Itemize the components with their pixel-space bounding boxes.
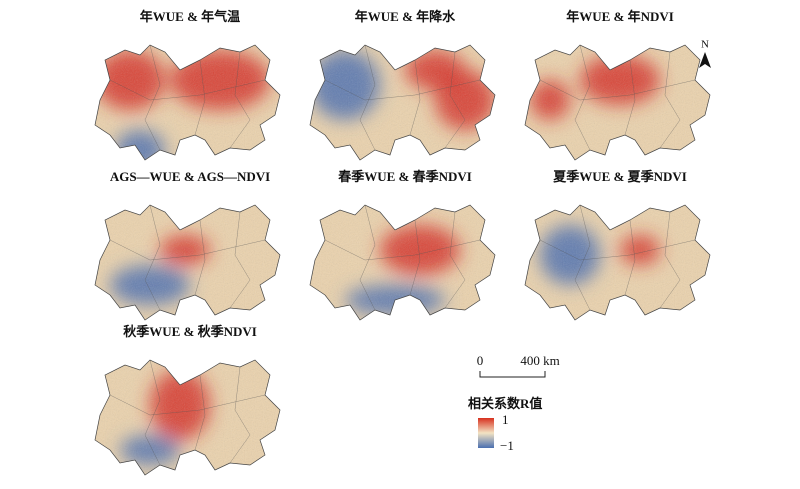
map-fill [525, 205, 710, 320]
north-label: N [701, 39, 709, 51]
north-arrow-icon [699, 52, 711, 68]
map-fill [310, 45, 495, 160]
map-texture [525, 45, 710, 160]
map-outline [94, 204, 281, 321]
map-inner-boundaries [539, 44, 696, 151]
legend-min: −1 [500, 438, 514, 453]
map-panel: 年WUE & 年气温 [94, 9, 281, 161]
scale-start: 0 [477, 353, 484, 368]
map-fill [525, 45, 710, 160]
map-panel: AGS—WUE & AGS—NDVI [94, 169, 281, 321]
panel-title: 春季WUE & 春季NDVI [337, 169, 472, 184]
scale-bar: 0 400 km [477, 353, 560, 378]
map-fill [95, 360, 280, 475]
panel-title: 年WUE & 年气温 [140, 9, 240, 24]
map-panel: 年WUE & 年降水 [309, 9, 496, 161]
panel-title: 秋季WUE & 秋季NDVI [123, 324, 257, 339]
map-fill [95, 205, 280, 320]
map-outline [94, 359, 281, 476]
map-panels: 年WUE & 年气温 年WUE & 年降水 年WUE & 年NDVI AGS—WUE … [94, 9, 711, 476]
map-fill [310, 205, 495, 320]
map-panel: 春季WUE & 春季NDVI [309, 169, 496, 321]
map-inner-boundaries [539, 204, 696, 311]
map-texture [95, 205, 280, 320]
panel-title: 夏季WUE & 夏季NDVI [552, 169, 687, 184]
map-panel: 秋季WUE & 秋季NDVI [94, 324, 281, 476]
legend-max: 1 [502, 412, 509, 427]
map-inner-boundaries [109, 204, 266, 311]
map-texture [310, 205, 495, 320]
map-outline [524, 204, 711, 321]
map-outline [309, 44, 496, 161]
scale-end: 400 km [520, 353, 559, 368]
map-inner-boundaries [109, 44, 266, 151]
legend: 相关系数R值 1 −1 [468, 396, 542, 453]
legend-ramp [478, 418, 494, 448]
map-texture [525, 205, 710, 320]
map-inner-boundaries [109, 359, 266, 466]
map-panel: 夏季WUE & 夏季NDVI [524, 169, 711, 321]
map-fill [95, 45, 280, 160]
scale-bar-line [479, 371, 546, 378]
map-panel: 年WUE & 年NDVI [524, 9, 711, 161]
panel-title: 年WUE & 年NDVI [566, 9, 674, 24]
map-outline [309, 204, 496, 321]
map-texture [95, 360, 280, 475]
map-texture [95, 45, 280, 160]
map-outline [524, 44, 711, 161]
map-inner-boundaries [324, 204, 481, 311]
map-inner-boundaries [324, 44, 481, 151]
legend-title: 相关系数R值 [468, 396, 542, 411]
map-texture [310, 45, 495, 160]
panel-title: 年WUE & 年降水 [355, 9, 456, 24]
panel-title: AGS—WUE & AGS—NDVI [110, 169, 270, 184]
north-arrow: N [699, 39, 711, 68]
map-outline [94, 44, 281, 161]
